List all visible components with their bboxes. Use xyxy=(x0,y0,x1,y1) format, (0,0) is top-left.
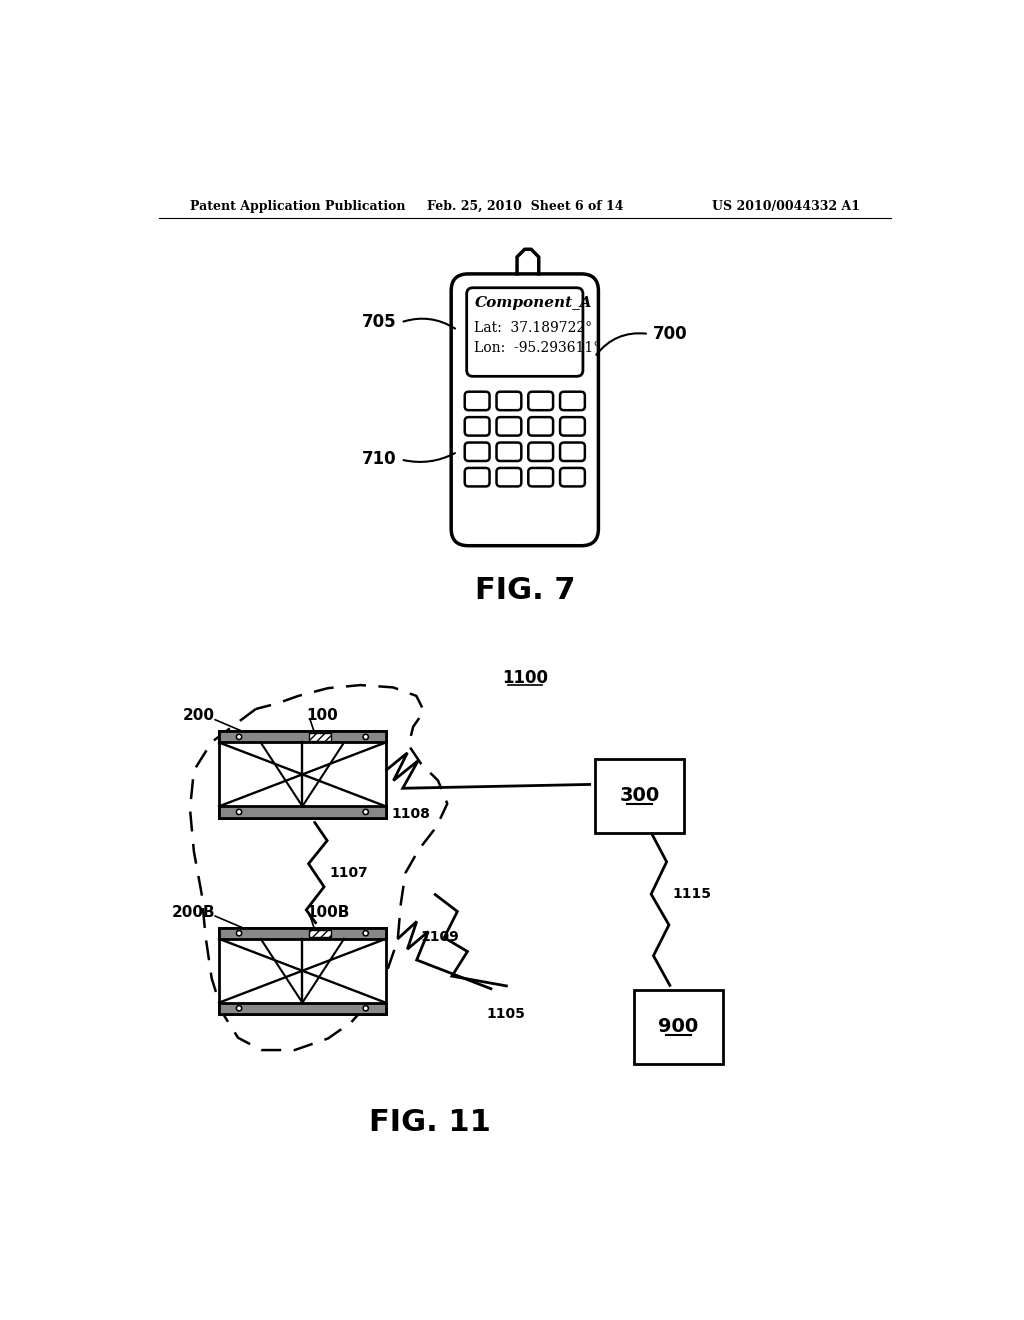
FancyBboxPatch shape xyxy=(497,442,521,461)
Bar xyxy=(219,731,386,742)
Text: 1108: 1108 xyxy=(392,808,431,821)
FancyBboxPatch shape xyxy=(560,392,585,411)
FancyBboxPatch shape xyxy=(497,469,521,487)
Circle shape xyxy=(237,931,242,936)
FancyBboxPatch shape xyxy=(467,288,583,376)
Text: 200: 200 xyxy=(183,709,215,723)
Bar xyxy=(634,990,723,1064)
Text: 1115: 1115 xyxy=(672,887,711,902)
Text: US 2010/0044332 A1: US 2010/0044332 A1 xyxy=(712,199,859,213)
Circle shape xyxy=(362,809,369,814)
Bar xyxy=(219,731,386,817)
Text: FIG. 7: FIG. 7 xyxy=(474,576,575,605)
FancyBboxPatch shape xyxy=(465,392,489,411)
Text: 1100: 1100 xyxy=(502,669,548,688)
Bar xyxy=(219,807,386,817)
Circle shape xyxy=(362,734,369,739)
FancyBboxPatch shape xyxy=(528,469,553,487)
Text: 100B: 100B xyxy=(306,904,349,920)
Text: 705: 705 xyxy=(362,313,397,331)
Text: Component_A: Component_A xyxy=(474,296,592,310)
Bar xyxy=(219,1003,386,1014)
FancyBboxPatch shape xyxy=(528,417,553,436)
Bar xyxy=(595,759,684,833)
FancyBboxPatch shape xyxy=(465,469,489,487)
Text: 1109: 1109 xyxy=(421,929,460,944)
Text: 1105: 1105 xyxy=(486,1007,525,1020)
Circle shape xyxy=(362,1006,369,1011)
FancyBboxPatch shape xyxy=(560,442,585,461)
FancyBboxPatch shape xyxy=(497,392,521,411)
Text: Feb. 25, 2010  Sheet 6 of 14: Feb. 25, 2010 Sheet 6 of 14 xyxy=(427,199,623,213)
FancyBboxPatch shape xyxy=(465,417,489,436)
Bar xyxy=(219,928,386,939)
Text: 200B: 200B xyxy=(172,904,215,920)
Text: Lat:  37.189722°: Lat: 37.189722° xyxy=(474,321,593,335)
FancyBboxPatch shape xyxy=(528,442,553,461)
Text: 300: 300 xyxy=(620,787,659,805)
Text: 900: 900 xyxy=(658,1018,698,1036)
Text: 100: 100 xyxy=(306,709,338,723)
FancyBboxPatch shape xyxy=(560,417,585,436)
Circle shape xyxy=(237,734,242,739)
FancyBboxPatch shape xyxy=(497,417,521,436)
FancyBboxPatch shape xyxy=(528,392,553,411)
Text: Lon:  -95.293611°: Lon: -95.293611° xyxy=(474,341,601,355)
FancyBboxPatch shape xyxy=(452,275,598,545)
Text: 700: 700 xyxy=(652,325,687,343)
Bar xyxy=(309,929,331,937)
FancyBboxPatch shape xyxy=(465,442,489,461)
Bar xyxy=(309,734,331,741)
Bar xyxy=(219,928,386,1014)
Text: Patent Application Publication: Patent Application Publication xyxy=(190,199,406,213)
Text: 1107: 1107 xyxy=(330,866,369,880)
Text: FIG. 11: FIG. 11 xyxy=(370,1107,492,1137)
Circle shape xyxy=(237,1006,242,1011)
Circle shape xyxy=(237,809,242,814)
Circle shape xyxy=(362,931,369,936)
Text: 710: 710 xyxy=(362,450,397,469)
FancyBboxPatch shape xyxy=(560,469,585,487)
